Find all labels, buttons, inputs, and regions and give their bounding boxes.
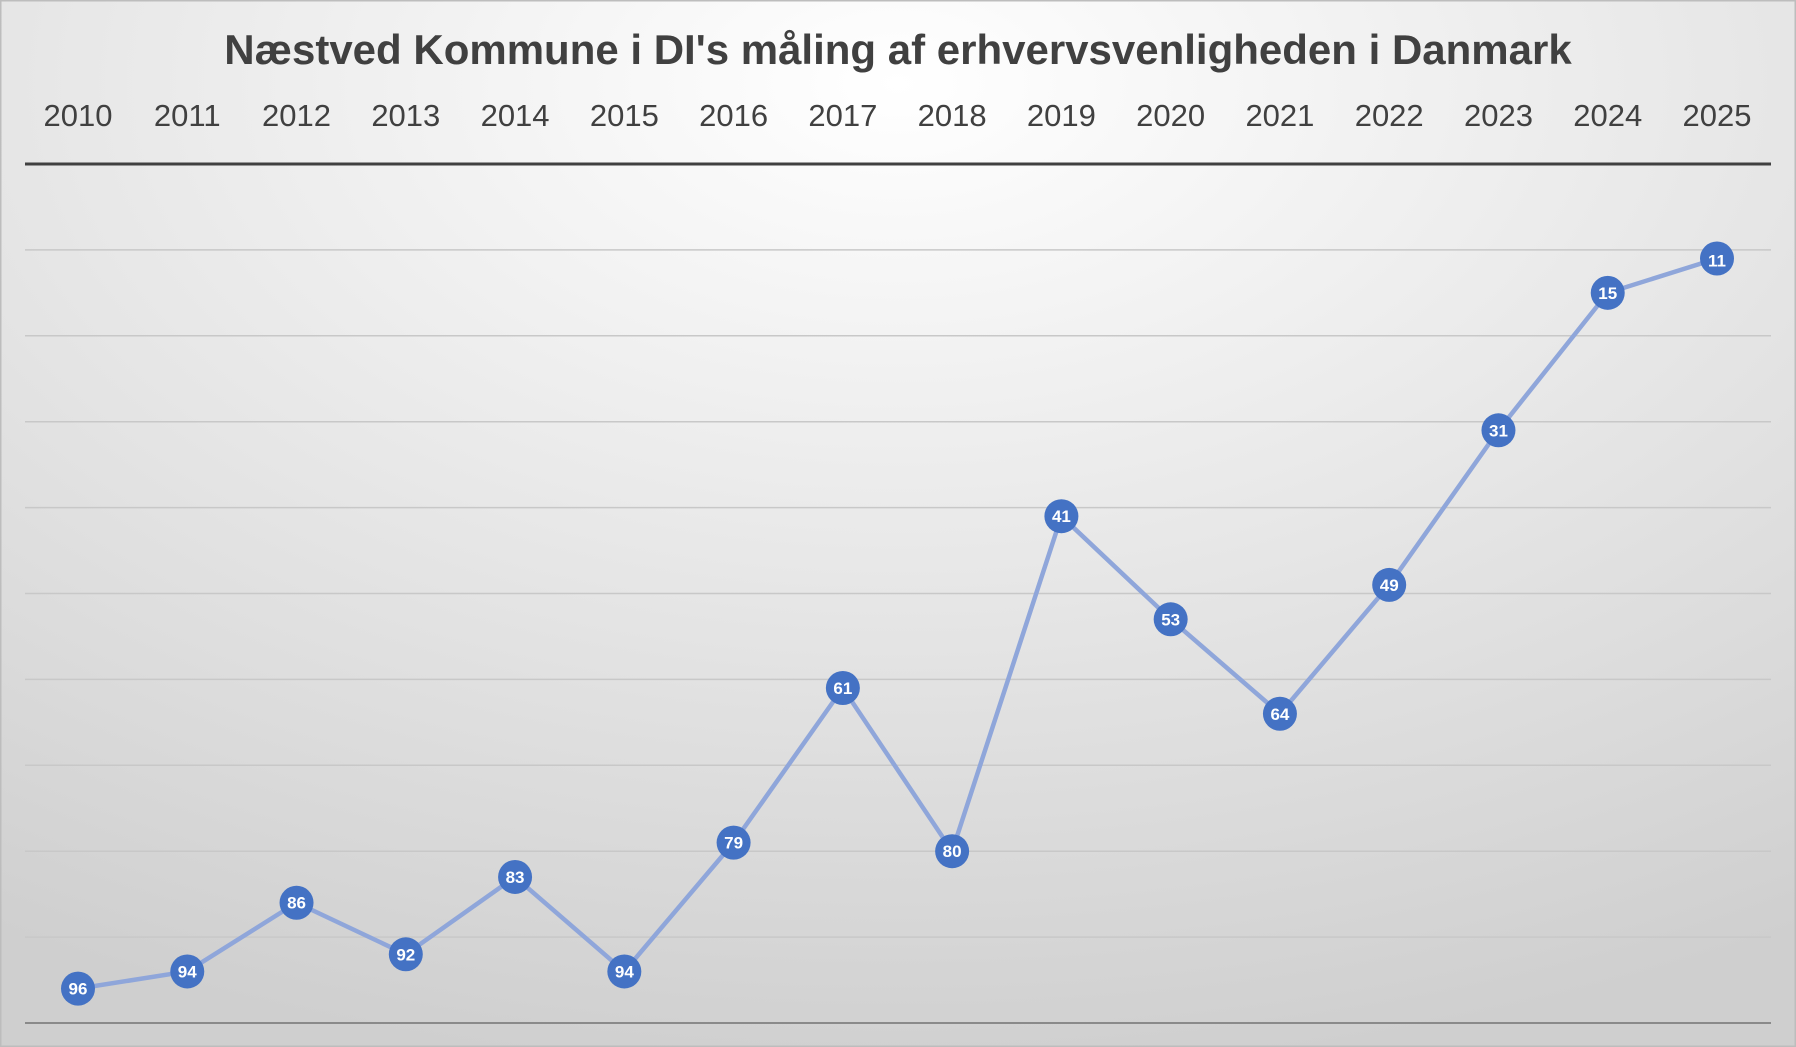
data-label: 86 [287,894,306,913]
data-point [170,954,205,989]
x-tick-label: 2011 [154,98,221,133]
data-label: 94 [178,962,197,981]
data-point [388,937,423,972]
x-tick-label: 2014 [481,98,550,133]
data-point [716,825,751,860]
data-label: 94 [615,962,634,981]
x-tick-label: 2022 [1355,98,1424,133]
series-line [77,256,1718,991]
x-tick-label: 2020 [1136,98,1205,133]
data-point [1153,602,1188,637]
x-tick-label: 2013 [371,98,440,133]
x-tick-label: 2025 [1683,98,1752,133]
data-point [1044,499,1079,534]
data-label: 96 [69,980,88,999]
data-point [607,954,642,989]
x-tick-label: 2010 [44,98,113,133]
data-label: 31 [1489,421,1508,440]
data-point [825,670,860,705]
x-tick-label: 2023 [1464,98,1533,133]
x-tick-label: 2021 [1245,98,1314,133]
data-point [935,834,970,869]
data-point [498,859,533,894]
data-point [279,885,314,920]
data-label: 53 [1161,610,1180,629]
data-label: 15 [1598,284,1617,303]
data-label: 92 [396,945,415,964]
data-label: 49 [1380,576,1399,595]
data-label: 80 [943,842,962,861]
data-point [1481,413,1516,448]
x-tick-label: 2012 [262,98,331,133]
data-point [1590,275,1625,310]
x-tick-label: 2015 [590,98,659,133]
data-label: 41 [1052,507,1071,526]
data-label: 64 [1270,705,1289,724]
x-tick-label: 2019 [1027,98,1096,133]
data-label: 61 [833,679,852,698]
data-point [61,971,95,1006]
chart-title: Næstved Kommune i DI's måling af erhverv… [224,26,1572,73]
x-tick-label: 2018 [918,98,987,133]
data-label: 11 [1708,251,1726,270]
data-label: 79 [724,834,743,853]
data-point [1372,567,1407,602]
data-point [1262,696,1297,731]
x-tick-label: 2017 [808,98,877,133]
x-tick-label: 2016 [699,98,768,133]
data-point [1700,241,1734,276]
data-label: 83 [506,868,525,887]
x-tick-label: 2024 [1573,98,1642,133]
